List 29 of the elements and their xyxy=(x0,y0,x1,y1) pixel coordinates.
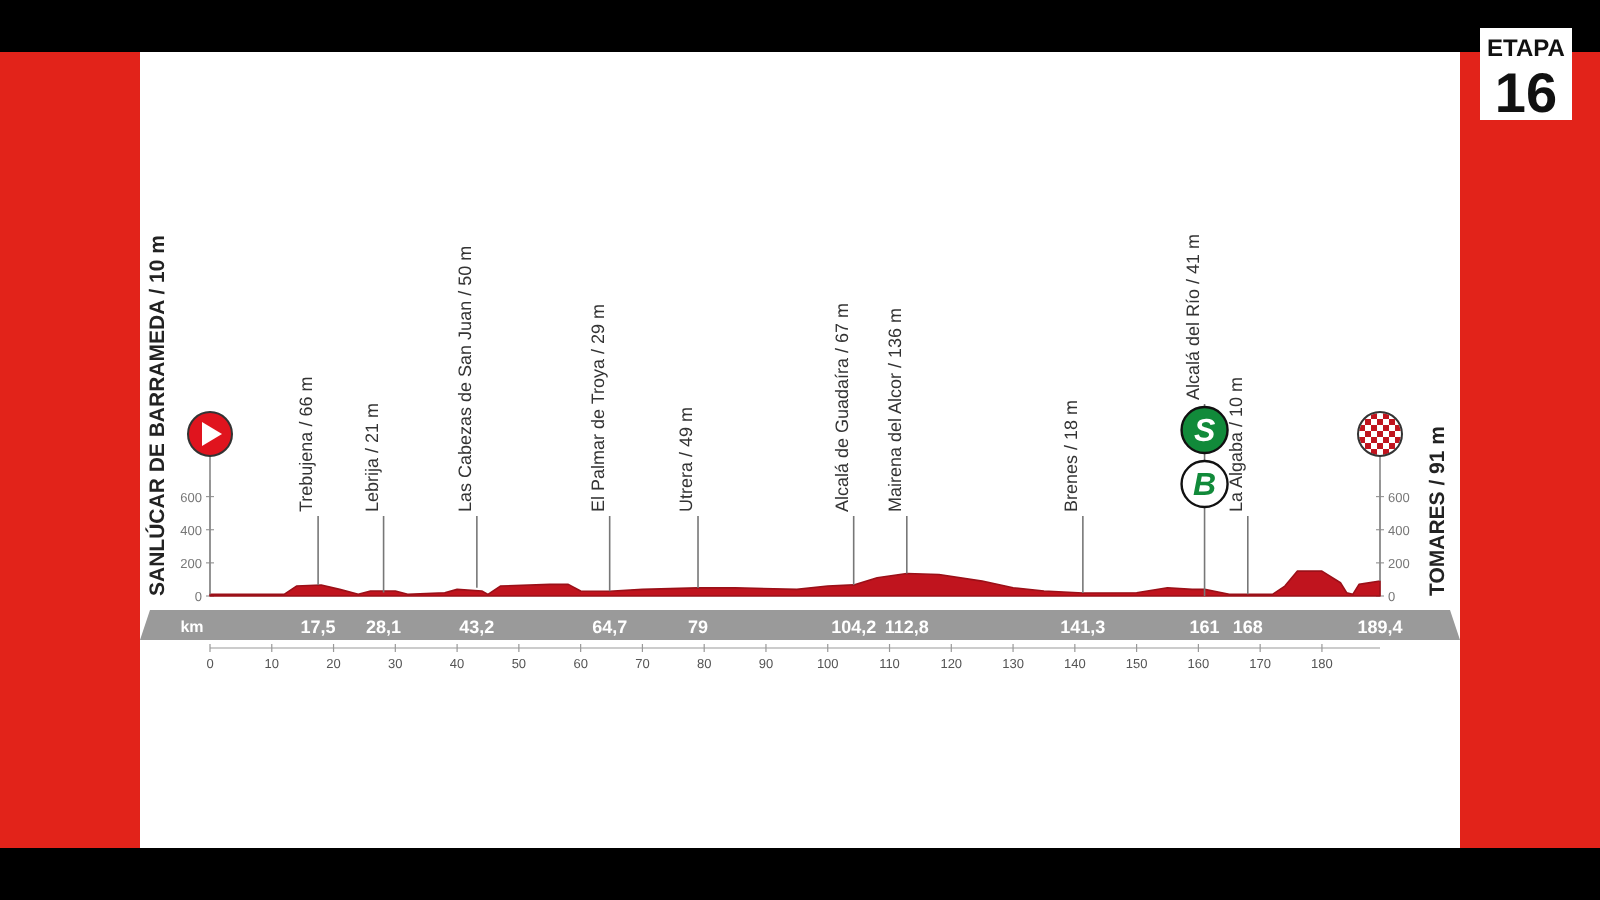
annotation: Mairena del Alcor / 136 m xyxy=(884,307,905,512)
annotation: Utrera / 49 m xyxy=(676,406,697,512)
annotation: Las Cabezas de San Juan / 50 m xyxy=(454,245,475,512)
annotation: El Palmar de Troya / 29 m xyxy=(587,303,608,512)
annotation: TOMARES / 91 m xyxy=(1426,426,1450,596)
x2-tick-label: 141,3 xyxy=(1060,617,1106,637)
x2-tick-label: 28,1 xyxy=(366,617,402,637)
annotation: Lebrija / 21 m xyxy=(361,402,382,512)
text: Alcalá del Río / 41 m xyxy=(1182,233,1203,400)
x2-tick-label: 189,4 xyxy=(1357,617,1403,637)
letter-badge-icon: S xyxy=(1180,405,1229,455)
x2-tick-label: 43,2 xyxy=(459,617,495,637)
text: ETAPA xyxy=(1487,34,1566,62)
annotation: Alcalá de Guadaíra / 67 m xyxy=(831,302,852,512)
x2-tick-label: 64,7 xyxy=(592,617,628,637)
x2-tick-label: 112,8 xyxy=(884,617,929,637)
x2-tick-label: 17,5 xyxy=(300,617,336,637)
annotation: SANLÚCAR DE BARRAMEDA / 10 m xyxy=(144,235,170,596)
annotation: La Algaba / 10 m xyxy=(1225,376,1246,512)
letter-badge-icon: B xyxy=(1180,459,1229,509)
annotation: Brenes / 18 m xyxy=(1060,399,1081,512)
x2-tick-label: 161 xyxy=(1189,617,1220,637)
x2-axis-title: km xyxy=(180,618,204,636)
x2-tick-label: 104,2 xyxy=(831,617,877,637)
annotation: Trebujena / 66 m xyxy=(296,376,317,512)
text: 16 xyxy=(1494,62,1558,124)
x2-tick-label: 79 xyxy=(688,617,709,637)
x2-tick-label: 168 xyxy=(1232,617,1263,637)
annotation: B xyxy=(1193,469,1217,503)
